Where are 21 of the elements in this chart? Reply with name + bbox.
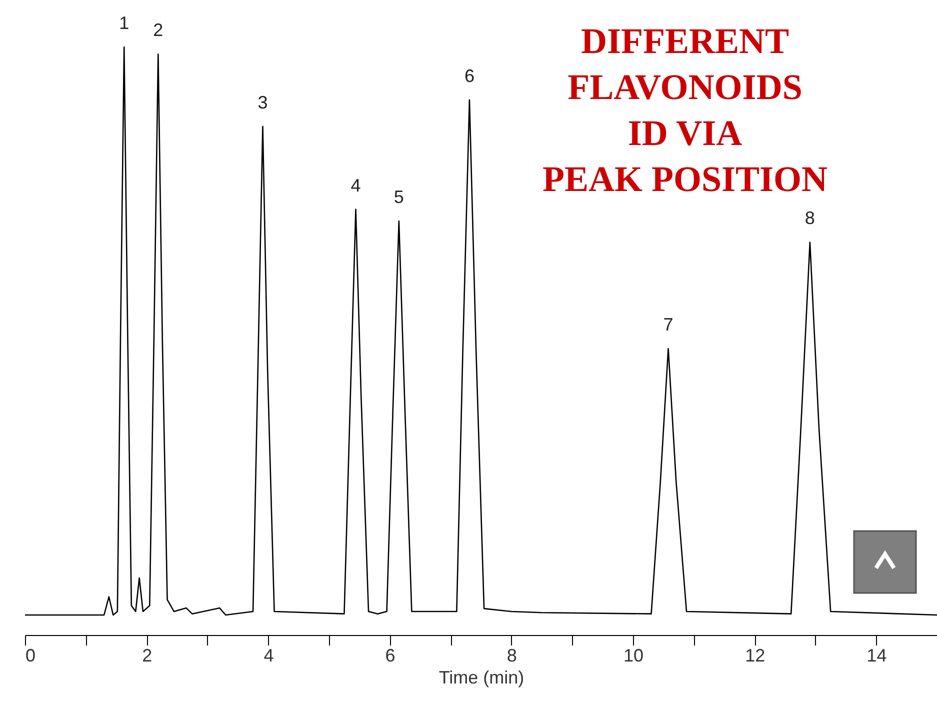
annotation: 4 [350,175,361,196]
x-tick-label: 10 [623,646,644,666]
x-tick-label: 4 [264,646,274,666]
annotation: DIFFERENT [580,21,790,61]
annotation: FLAVONOIDS [568,67,802,107]
x-axis-title: Time (min) [438,668,524,688]
annotation: 1 [119,13,130,34]
annotation: 6 [464,66,474,86]
annotation: 8 [804,208,815,228]
x-tick-label: 0 [26,646,36,666]
x-tick-label: 12 [745,646,766,666]
annotation: PEAK POSITION [542,159,828,199]
x-tick-label: 2 [142,646,152,666]
annotation: 2 [153,20,164,40]
annotation: 3 [258,92,268,112]
x-tick-label: 8 [506,646,517,666]
annotation: ID VIA [628,113,742,153]
x-tick-label: 6 [385,646,396,666]
x-tick-label: 14 [866,646,887,666]
annotation: 7 [663,314,674,335]
annotation: 5 [394,187,404,208]
